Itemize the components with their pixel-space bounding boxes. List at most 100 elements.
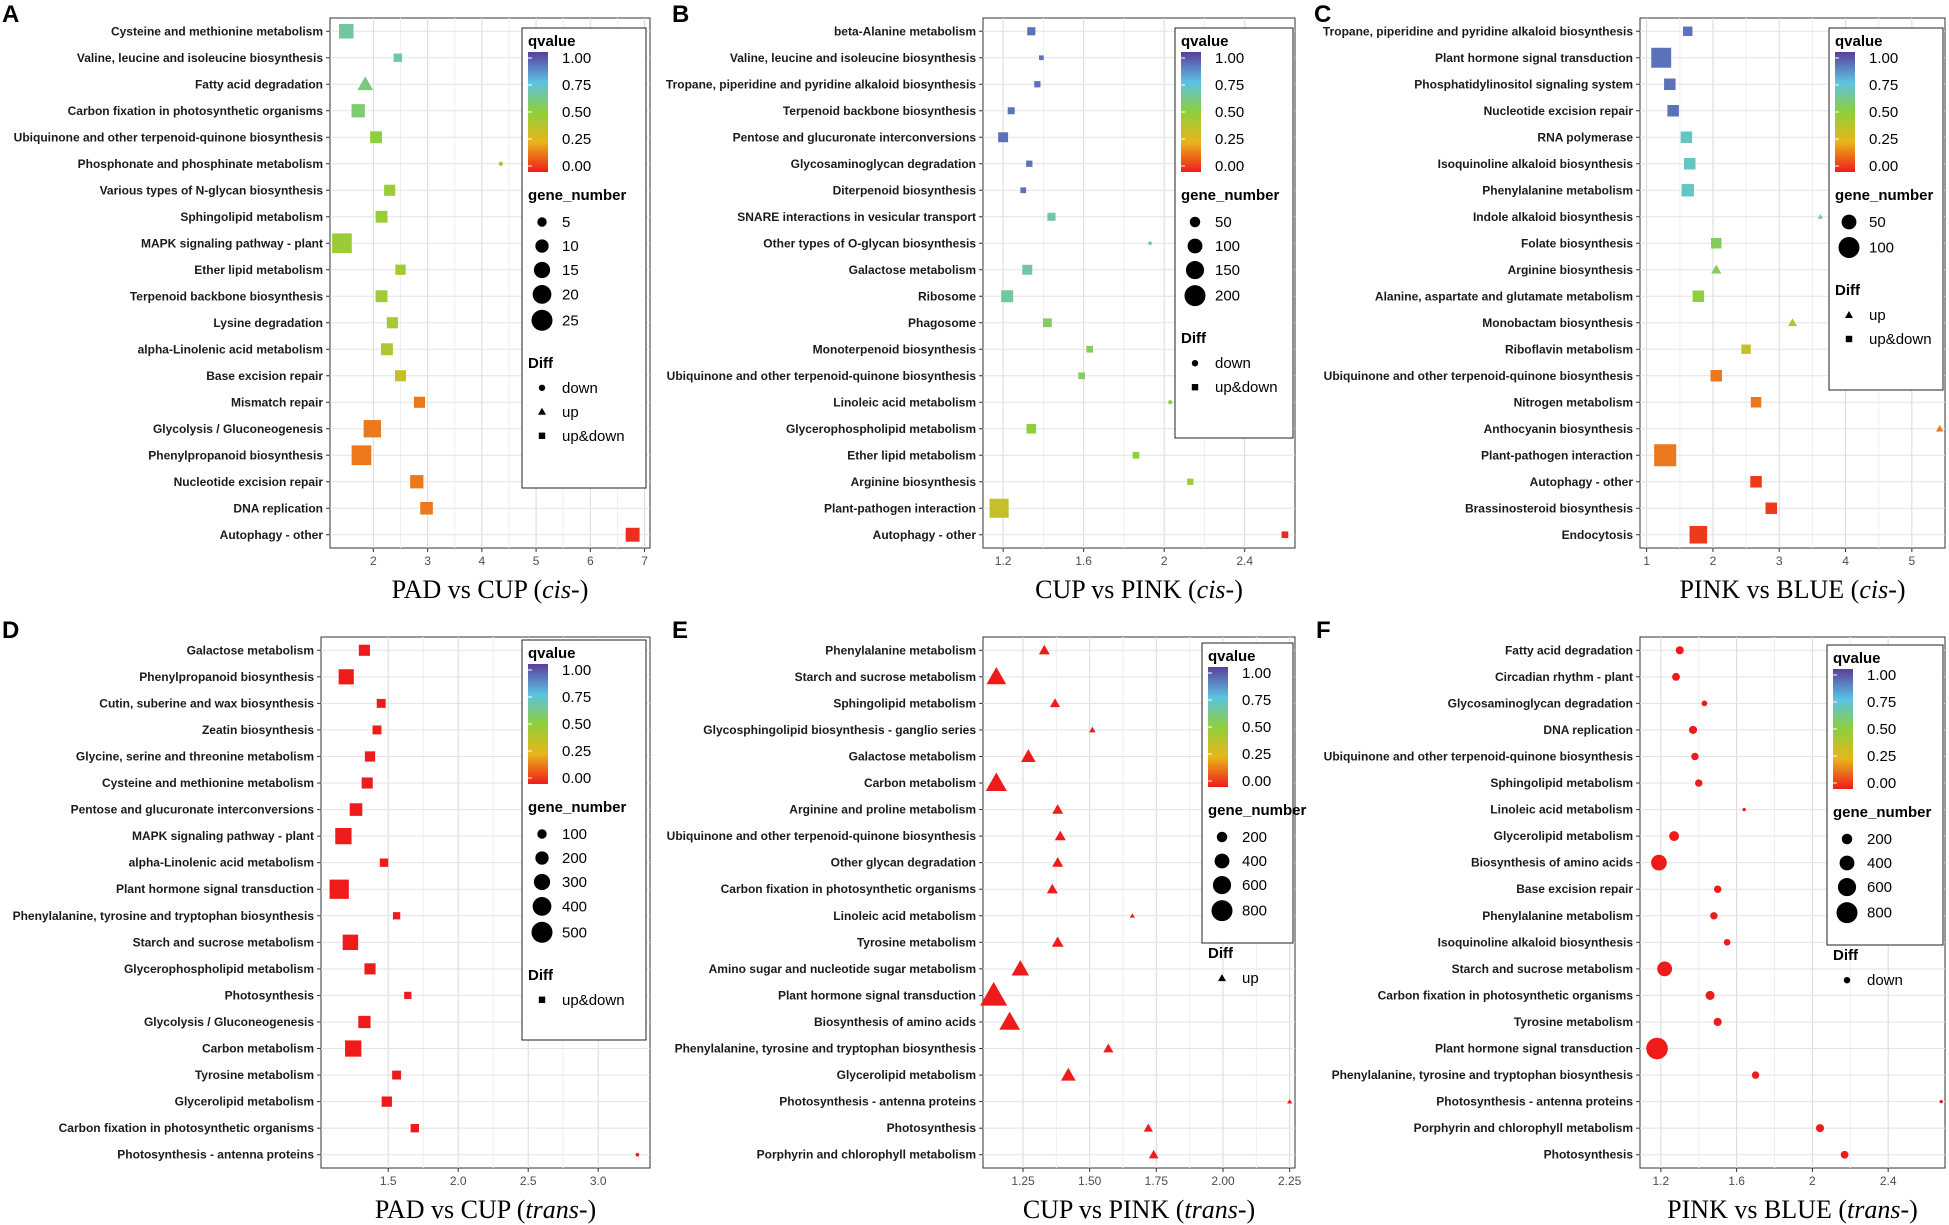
data-point (1034, 81, 1041, 88)
category-label: Ubiquinone and other terpenoid-quinone b… (667, 369, 977, 383)
data-point (1281, 531, 1289, 539)
category-label: Glycerolipid metabolism (837, 1068, 976, 1082)
data-point (1664, 78, 1676, 91)
size-legend-label: 600 (1867, 879, 1892, 896)
category-label: MAPK signaling pathway - plant (141, 236, 323, 250)
data-point (1713, 1017, 1722, 1027)
colorbar-tick-label: 0.75 (562, 77, 591, 94)
x-tick-label: 3.0 (590, 1174, 607, 1188)
category-label: Indole alkaloid biosynthesis (1473, 210, 1633, 224)
category-label: Fatty acid degradation (195, 77, 323, 91)
x-axis-title: PAD vs CUP (trans-) (375, 1195, 596, 1224)
data-point (379, 858, 389, 867)
category-label: Plant hormone signal transduction (1435, 51, 1633, 65)
data-point (335, 827, 352, 845)
category-label: Lysine degradation (213, 316, 323, 330)
category-label: Phenylpropanoid biosynthesis (139, 670, 314, 684)
panel-A: Cysteine and methionine metabolism Valine… (2, 1, 651, 604)
data-point (1651, 854, 1667, 871)
category-label: Cutin, suberine and wax biosynthesis (99, 696, 314, 710)
legend-title-gene-number: gene_number (528, 799, 627, 816)
diff-legend-label: down (1215, 355, 1251, 372)
category-label: Carbon metabolism (864, 776, 976, 790)
category-label: Plant-pathogen interaction (1481, 448, 1633, 462)
category-label: Glycine, serine and threonine metabolism (76, 749, 314, 763)
data-point (393, 53, 402, 62)
data-point (357, 76, 374, 91)
category-label: Carbon fixation in photosynthetic organi… (59, 1121, 315, 1135)
size-legend-dot (1189, 216, 1201, 228)
data-point (1751, 1071, 1760, 1079)
size-legend-dot (535, 239, 549, 253)
colorbar-tick-label: 0.50 (1869, 104, 1898, 121)
size-legend-label: 500 (562, 924, 587, 941)
diff-legend-label: up (562, 404, 579, 421)
size-legend-dot (537, 217, 547, 227)
category-label: Galactose metabolism (849, 749, 976, 763)
category-label: Glycerophospholipid metabolism (786, 422, 976, 436)
size-legend-dot (533, 261, 551, 279)
data-point (375, 290, 388, 303)
data-point (404, 991, 412, 1000)
colorbar-tick-label: 0.50 (1215, 104, 1244, 121)
size-legend-dot (533, 873, 551, 891)
data-point (1052, 857, 1064, 867)
category-label: Valine, leucine and isoleucine biosynthe… (77, 51, 323, 65)
panel-letter: F (1316, 617, 1331, 644)
data-point (329, 879, 349, 899)
category-label: Isoquinoline alkaloid biosynthesis (1438, 935, 1634, 949)
size-legend-label: 400 (1867, 855, 1892, 872)
category-label: Carbon fixation in photosynthetic organi… (721, 882, 977, 896)
category-label: Photosynthesis (1544, 1148, 1634, 1162)
legend-title-qvalue: qvalue (1208, 648, 1256, 665)
size-legend-dot (1185, 261, 1205, 280)
data-point (392, 912, 401, 920)
data-point (1680, 131, 1693, 144)
data-point (1695, 779, 1703, 787)
size-legend-label: 5 (562, 214, 570, 231)
diff-legend-shape (538, 996, 546, 1003)
x-tick-label: 1.2 (1652, 1174, 1669, 1188)
data-point (381, 1096, 392, 1107)
x-tick-label: 2.5 (520, 1174, 537, 1188)
data-point (386, 317, 398, 329)
category-label: MAPK signaling pathway - plant (132, 829, 314, 843)
data-point (361, 777, 373, 789)
colorbar-tick-label: 0.25 (1242, 746, 1271, 763)
x-tick-label: 7 (641, 554, 648, 568)
size-legend-label: 300 (562, 874, 587, 891)
x-axis-title: PAD vs CUP (cis-) (392, 575, 589, 604)
x-tick-label: 1.50 (1078, 1174, 1102, 1188)
data-point (338, 23, 354, 39)
data-point (381, 343, 393, 356)
category-label: Plant hormone signal transduction (778, 988, 976, 1002)
size-legend-label: 200 (1867, 831, 1892, 848)
diff-legend-label: up&down (1869, 331, 1932, 348)
size-legend-label: 25 (562, 312, 579, 329)
data-point (1654, 444, 1677, 467)
category-label: RNA polymerase (1537, 130, 1633, 144)
category-label: Arginine and proline metabolism (789, 803, 976, 817)
data-point (1710, 912, 1718, 920)
category-label: Plant hormone signal transduction (116, 882, 314, 896)
data-point (1672, 672, 1680, 681)
category-label: Nitrogen metabolism (1514, 395, 1633, 409)
category-label: Amino sugar and nucleotide sugar metabol… (709, 962, 976, 976)
colorbar-tick-label: 0.25 (1867, 748, 1896, 765)
data-point (1787, 318, 1798, 327)
data-point (1669, 831, 1680, 842)
colorbar-tick-label: 1.00 (1215, 50, 1244, 67)
colorbar-tick-label: 0.50 (1867, 721, 1896, 738)
x-tick-label: 1 (1643, 554, 1650, 568)
category-label: Brassinosteroid biosynthesis (1465, 501, 1633, 515)
qvalue-colorbar (528, 664, 548, 784)
legend-title-gene-number: gene_number (1181, 187, 1280, 204)
category-label: Glycolysis / Gluconeogenesis (153, 422, 323, 436)
data-point (1667, 104, 1679, 117)
size-legend-label: 100 (1869, 240, 1894, 257)
data-point (1047, 212, 1056, 221)
size-legend-label: 200 (1215, 288, 1240, 305)
category-label: Glycosaminoglycan degradation (791, 157, 976, 171)
data-point (1089, 726, 1096, 733)
category-label: Porphyrin and chlorophyll metabolism (757, 1148, 976, 1162)
